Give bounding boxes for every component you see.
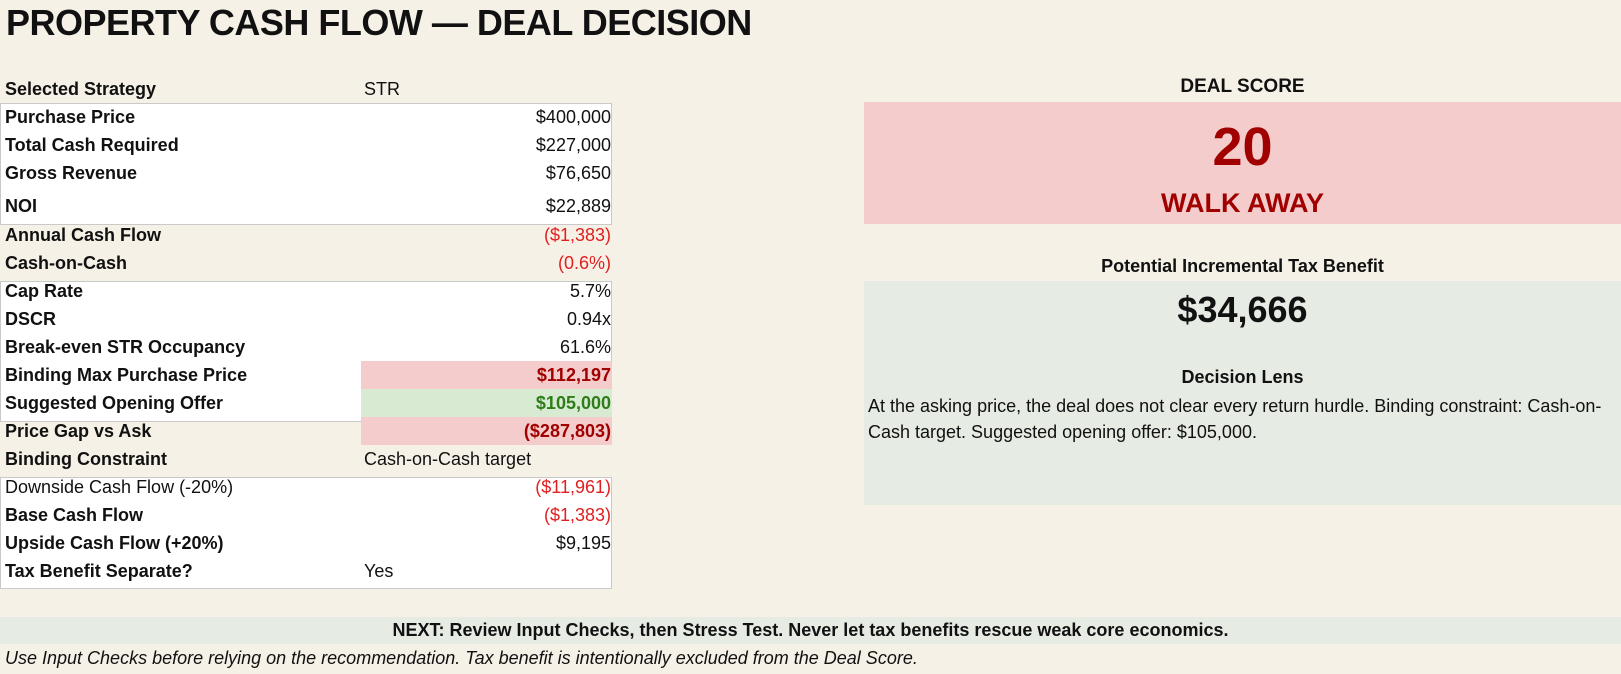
row-label: Cash-on-Cash: [5, 253, 128, 273]
row-value: 5.7%: [569, 281, 611, 301]
row-value: $400,000: [535, 107, 611, 127]
deal-verdict: WALK AWAY: [1160, 188, 1324, 218]
row-label: DSCR: [5, 309, 57, 329]
row-value: $105,000: [535, 393, 611, 413]
row-price-gap[interactable]: Price Gap vs Ask ($287,803): [0, 417, 614, 445]
metrics-box-3: [0, 477, 612, 589]
row-value: ($1,383): [543, 225, 611, 245]
row-label: Suggested Opening Offer: [5, 393, 224, 413]
row-annual-cash-flow[interactable]: Annual Cash Flow ($1,383): [0, 221, 614, 249]
row-label: Break-even STR Occupancy: [5, 337, 246, 357]
decision-lens-text: At the asking price, the deal does not c…: [868, 396, 1602, 442]
row-label: Cap Rate: [5, 281, 84, 301]
row-value: 0.94x: [566, 309, 611, 329]
row-dscr[interactable]: DSCR 0.94x: [0, 305, 614, 333]
row-purchase-price[interactable]: Purchase Price $400,000: [0, 103, 614, 131]
row-value: (0.6%): [557, 253, 611, 273]
deal-score-value: 20: [1212, 117, 1273, 177]
row-value: ($1,383): [543, 505, 611, 525]
deal-score-panel[interactable]: 20 WALK AWAY: [864, 102, 1621, 224]
highlight-cell: [361, 389, 612, 417]
tax-benefit-panel[interactable]: $34,666 Decision Lens At the asking pric…: [864, 281, 1621, 505]
row-cap-rate[interactable]: Cap Rate 5.7%: [0, 277, 614, 305]
row-label: Selected Strategy: [5, 79, 157, 99]
row-label: Purchase Price: [5, 107, 136, 127]
metrics-box-1: [0, 103, 612, 225]
row-label: Binding Constraint: [5, 449, 167, 469]
row-tax-benefit-separate[interactable]: Tax Benefit Separate? Yes: [0, 557, 614, 585]
metrics-table: Selected Strategy STR Purchase Price $40…: [0, 75, 614, 585]
row-label: Price Gap vs Ask: [5, 421, 152, 441]
row-downside-cash-flow[interactable]: Downside Cash Flow (-20%) ($11,961): [0, 473, 614, 501]
footnote: Use Input Checks before relying on the r…: [5, 648, 918, 668]
row-label: Binding Max Purchase Price: [5, 365, 248, 385]
row-cash-on-cash[interactable]: Cash-on-Cash (0.6%): [0, 249, 614, 277]
row-value: STR: [364, 79, 400, 99]
row-value: $22,889: [545, 196, 611, 216]
row-value: ($287,803): [523, 421, 611, 441]
deal-score-label: DEAL SCORE: [1180, 76, 1305, 97]
row-upside-cash-flow[interactable]: Upside Cash Flow (+20%) $9,195: [0, 529, 614, 557]
row-value: $227,000: [535, 135, 611, 155]
row-noi[interactable]: NOI $22,889: [0, 187, 614, 221]
row-value: Cash-on-Cash target: [364, 449, 532, 469]
row-label: Upside Cash Flow (+20%): [5, 533, 224, 553]
row-selected-strategy[interactable]: Selected Strategy STR: [0, 75, 614, 103]
tax-benefit-label: Potential Incremental Tax Benefit: [1101, 256, 1384, 276]
row-value: $76,650: [545, 163, 611, 183]
row-label: Base Cash Flow: [5, 505, 144, 525]
decision-lens-title: Decision Lens: [1181, 367, 1304, 387]
row-suggested-offer[interactable]: Suggested Opening Offer $105,000: [0, 389, 614, 417]
row-base-cash-flow[interactable]: Base Cash Flow ($1,383): [0, 501, 614, 529]
row-binding-max-price[interactable]: Binding Max Purchase Price $112,197: [0, 361, 614, 389]
row-value: ($11,961): [535, 477, 611, 497]
row-breakeven-occupancy[interactable]: Break-even STR Occupancy 61.6%: [0, 333, 614, 361]
row-label: Gross Revenue: [5, 163, 138, 183]
row-label: Tax Benefit Separate?: [5, 561, 193, 581]
next-step-banner[interactable]: NEXT: Review Input Checks, then Stress T…: [0, 617, 1621, 644]
highlight-cell: [361, 361, 612, 389]
row-label: Total Cash Required: [5, 135, 179, 155]
row-binding-constraint[interactable]: Binding Constraint Cash-on-Cash target: [0, 445, 614, 473]
highlight-cell: [361, 417, 612, 445]
row-total-cash-required[interactable]: Total Cash Required $227,000: [0, 131, 614, 159]
page-title: PROPERTY CASH FLOW — DEAL DECISION: [6, 2, 752, 43]
row-value: 61.6%: [559, 337, 611, 357]
row-label: NOI: [5, 196, 38, 216]
row-value: Yes: [364, 561, 394, 581]
row-value: $112,197: [536, 365, 611, 385]
row-label: Annual Cash Flow: [5, 225, 162, 245]
row-gross-revenue[interactable]: Gross Revenue $76,650: [0, 159, 614, 187]
tax-benefit-value: $34,666: [1177, 289, 1308, 330]
row-value: $9,195: [555, 533, 611, 553]
row-label: Downside Cash Flow (-20%): [5, 477, 234, 497]
